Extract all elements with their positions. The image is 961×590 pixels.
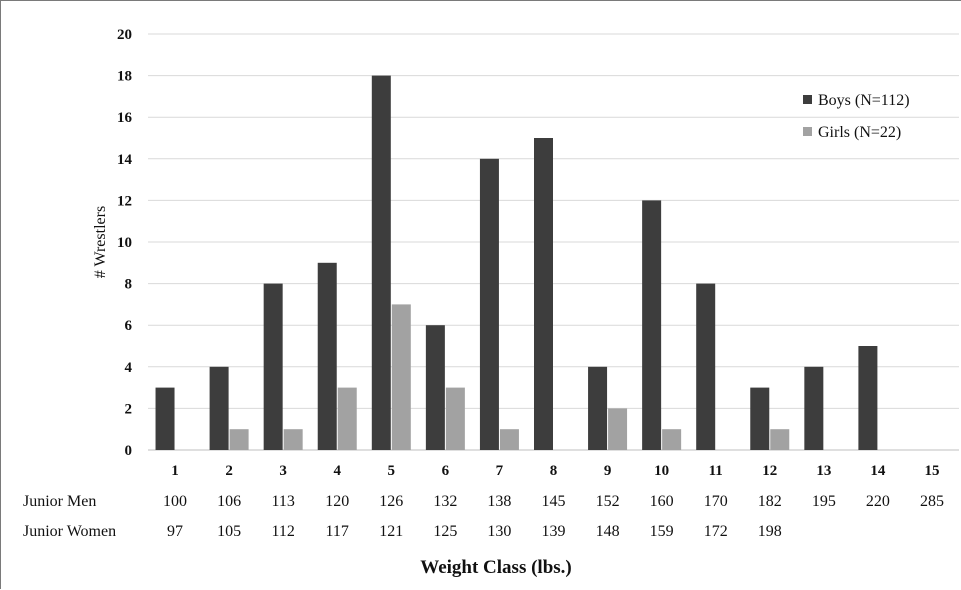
table-cell: 120 (325, 493, 349, 510)
table-cell: 126 (379, 493, 403, 510)
x-category-label: 6 (442, 463, 450, 479)
bar-boys (588, 366, 608, 450)
bar-boys (750, 387, 770, 450)
bar-boys (804, 366, 824, 450)
bar-boys (425, 325, 445, 450)
x-axis-title: Weight Class (lbs.) (420, 557, 572, 578)
bar-boys (155, 387, 175, 450)
table-cell: 130 (487, 523, 511, 540)
x-category-label: 1 (171, 463, 179, 479)
y-tick-label: 0 (125, 443, 133, 459)
x-category-label: 3 (279, 463, 287, 479)
table-cell: 159 (650, 523, 674, 540)
table-cell: 105 (217, 523, 241, 540)
bar-boys (263, 283, 283, 450)
bar-boys (317, 262, 337, 450)
table-cell: 113 (271, 493, 294, 510)
table-row-label: Junior Women (23, 523, 116, 540)
bar-girls (662, 429, 682, 450)
table-cell: 121 (379, 523, 403, 540)
y-tick-label: 14 (117, 152, 133, 168)
x-category-label: 5 (388, 463, 396, 479)
x-category-label: 14 (870, 463, 886, 479)
bar-boys (371, 75, 391, 450)
table-cell: 145 (542, 493, 566, 510)
table-cell: 160 (650, 493, 674, 510)
bar-girls (283, 429, 303, 450)
table-cell: 125 (433, 523, 457, 540)
x-category-label: 8 (550, 463, 558, 479)
y-tick-label: 20 (117, 27, 132, 43)
y-tick-label: 2 (125, 401, 133, 417)
x-category-label: 10 (654, 463, 669, 479)
bar-boys (209, 366, 229, 450)
bar-girls (499, 429, 519, 450)
table-cell: 117 (326, 523, 349, 540)
legend: Boys (N=112) Girls (N=22) (803, 92, 910, 141)
table-row-label: Junior Men (23, 493, 96, 510)
bar-boys (696, 283, 716, 450)
table-cell: 182 (758, 493, 782, 510)
x-category-label: 7 (496, 463, 504, 479)
table-cell: 148 (596, 523, 620, 540)
gridlines (148, 33, 959, 451)
bar-girls (608, 408, 628, 450)
legend-label-boys: Boys (N=112) (818, 92, 910, 109)
table-cell: 170 (704, 493, 728, 510)
bar-girls (229, 429, 249, 450)
table-cell: 152 (596, 493, 620, 510)
bar-boys (534, 138, 553, 450)
table-cell: 198 (758, 523, 782, 540)
y-tick-label: 10 (117, 235, 132, 251)
table-cell: 195 (812, 493, 836, 510)
table-cell: 285 (920, 493, 944, 510)
bar-girls (337, 387, 357, 450)
x-category-label: 15 (924, 463, 939, 479)
bars (155, 75, 878, 451)
y-tick-label: 12 (117, 193, 132, 209)
y-tick-label: 16 (117, 110, 133, 126)
legend-label-girls: Girls (N=22) (818, 124, 901, 141)
y-tick-label: 18 (117, 69, 132, 85)
legend-swatch-girls (803, 127, 812, 136)
y-tick-label: 4 (125, 360, 133, 376)
bar-girls (770, 429, 790, 450)
x-category-label: 9 (604, 463, 612, 479)
y-axis-title: # Wrestlers (92, 206, 109, 278)
bar-boys (858, 346, 878, 450)
x-category-label: 13 (816, 463, 831, 479)
bar-boys (479, 158, 499, 451)
x-category-label: 2 (225, 463, 233, 479)
x-category-label: 4 (333, 463, 341, 479)
bar-girls (391, 304, 411, 450)
table-cell: 106 (217, 493, 241, 510)
y-tick-labels: 0 2 4 6 8 10 12 14 16 18 20 (117, 27, 133, 459)
y-tick-label: 8 (125, 277, 133, 293)
table-cell: 138 (487, 493, 511, 510)
table-cell: 172 (704, 523, 728, 540)
legend-swatch-boys (803, 95, 812, 104)
table-cell: 220 (866, 493, 890, 510)
table-cell: 112 (271, 523, 294, 540)
x-category-label: 12 (762, 463, 777, 479)
x-category-labels: 1 2 3 4 5 6 7 8 9 10 11 12 13 14 15 (171, 463, 939, 479)
bar-girls (445, 387, 465, 450)
table-cell: 100 (163, 493, 187, 510)
y-tick-label: 6 (125, 318, 133, 334)
table-cell: 132 (433, 493, 457, 510)
table-cell: 97 (167, 523, 183, 540)
table-cell: 139 (542, 523, 566, 540)
weight-table: Junior Men 100 106 113 120 126 132 138 145 152 160… (23, 493, 944, 540)
x-category-label: 11 (709, 463, 723, 479)
bar-boys (642, 200, 662, 450)
